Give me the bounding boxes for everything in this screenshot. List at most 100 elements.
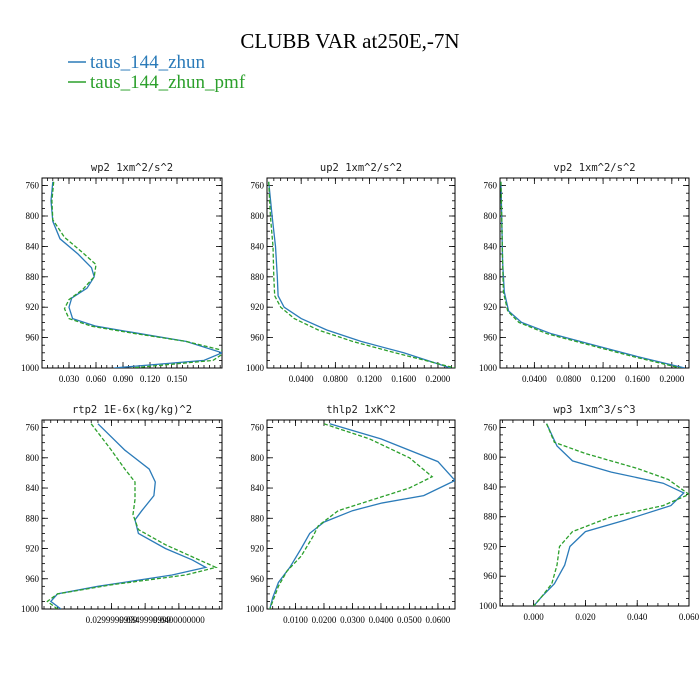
y-tick-label: 760	[484, 422, 498, 432]
y-tick-label: 1000	[479, 363, 498, 373]
series-line-1	[49, 423, 208, 609]
y-tick-label: 960	[26, 574, 40, 584]
x-tick-label: 0.060	[679, 612, 700, 622]
legend-label-1: taus_144_zhun	[90, 52, 206, 73]
y-tick-label: 840	[26, 483, 40, 493]
y-tick-label: 880	[484, 272, 498, 282]
y-tick-label: 760	[26, 423, 40, 433]
series-line-2	[51, 181, 222, 368]
series-line-1	[50, 181, 222, 368]
x-tick-label: 0.030	[59, 374, 80, 384]
x-tick-label: 0.090	[113, 374, 134, 384]
legend-entry-1: taus_144_zhun	[68, 52, 206, 73]
y-tick-label: 880	[251, 513, 265, 523]
panel-4: rtp2 1E-6x(kg/kg)^2 0.02999999990.0349999…	[21, 404, 223, 625]
y-tick-label: 920	[251, 544, 265, 554]
y-tick-label: 960	[26, 333, 40, 343]
panel-title: thlp2 1xK^2	[326, 404, 396, 416]
plot-frame	[266, 177, 456, 369]
x-tick-label: 0.0800	[323, 374, 348, 384]
panel-title: up2 1xm^2/s^2	[320, 162, 402, 174]
x-tick-label: 0.1200	[591, 374, 616, 384]
panel-3: vp2 1xm^2/s^2 0.0400 0.0800 0.1200 0.1600 0.2…	[479, 162, 690, 384]
x-tick-label: 0.040	[627, 612, 648, 622]
y-tick-label: 760	[484, 181, 498, 191]
y-tick-label: 840	[484, 482, 498, 492]
x-tick-label: 0.0800	[556, 374, 581, 384]
series-line-2	[46, 423, 218, 609]
panel-title: wp3 1xm^3/s^3	[553, 404, 635, 416]
panel-6: wp3 1xm^3/s^3 0.000 0.020 0.040 0.060 760 800 8…	[479, 404, 700, 622]
y-tick-label: 960	[251, 574, 265, 584]
x-tick-label: 0.060	[86, 374, 107, 384]
x-tick-label: 0.000	[524, 612, 545, 622]
y-tick-label: 960	[251, 333, 265, 343]
x-tick-label: 0.1600	[625, 374, 650, 384]
plot-frame	[41, 177, 223, 369]
y-tick-label: 800	[26, 211, 40, 221]
figure-title: CLUBB VAR at250E,-7N	[240, 29, 459, 53]
y-tick-label: 960	[484, 333, 498, 343]
series-line-2	[269, 423, 434, 609]
y-tick-label: 800	[251, 453, 265, 463]
series-line-1	[268, 181, 451, 368]
y-tick-label: 960	[484, 571, 498, 581]
x-tick-label: 0.0500	[397, 615, 422, 625]
plot-frame	[499, 177, 690, 369]
x-tick-label: 0.0600	[426, 615, 451, 625]
y-tick-label: 1000	[21, 604, 40, 614]
y-tick-label: 1000	[479, 601, 498, 611]
y-tick-label: 760	[26, 181, 40, 191]
y-tick-label: 840	[251, 483, 265, 493]
y-tick-label: 920	[26, 544, 40, 554]
series-line-2	[500, 181, 681, 368]
y-tick-label: 880	[251, 272, 265, 282]
legend-entry-2: taus_144_zhun_pmf	[68, 72, 246, 93]
y-tick-label: 760	[251, 181, 265, 191]
y-tick-label: 880	[484, 512, 498, 522]
series-line-1	[500, 181, 685, 368]
y-tick-label: 800	[484, 211, 498, 221]
panel-title: rtp2 1E-6x(kg/kg)^2	[72, 404, 192, 416]
y-tick-label: 920	[251, 302, 265, 312]
y-tick-label: 920	[484, 302, 498, 312]
series-line-2	[268, 181, 455, 368]
plot-frame	[499, 419, 690, 607]
y-tick-label: 920	[26, 302, 40, 312]
panel-title: vp2 1xm^2/s^2	[553, 162, 635, 174]
y-tick-label: 840	[251, 241, 265, 251]
x-tick-label: 0.0400000000	[153, 615, 205, 625]
panel-5: thlp2 1xK^2 0.0100 0.0200 0.0300 0.0400 0.050…	[246, 404, 456, 625]
x-tick-label: 0.1600	[391, 374, 416, 384]
y-tick-label: 800	[251, 211, 265, 221]
x-tick-label: 0.0300	[340, 615, 365, 625]
x-tick-label: 0.1200	[357, 374, 382, 384]
x-tick-label: 0.0299999999	[86, 615, 138, 625]
panel-grid: wp2 1xm^2/s^2 0.030 0.060 0.090 0.120 0.150 76…	[21, 162, 700, 625]
legend-label-2: taus_144_zhun_pmf	[90, 72, 246, 93]
x-tick-label: 0.0400	[369, 615, 394, 625]
y-tick-label: 840	[484, 241, 498, 251]
plot-frame	[266, 419, 456, 610]
y-tick-label: 840	[26, 241, 40, 251]
y-tick-label: 800	[484, 452, 498, 462]
y-tick-label: 1000	[246, 604, 265, 614]
y-tick-label: 880	[26, 513, 40, 523]
panel-title: wp2 1xm^2/s^2	[91, 162, 173, 174]
legend: taus_144_zhun taus_144_zhun_pmf	[68, 52, 246, 93]
x-tick-label: 0.020	[575, 612, 596, 622]
y-tick-label: 1000	[21, 363, 40, 373]
x-tick-label: 0.2000	[659, 374, 684, 384]
panel-1: wp2 1xm^2/s^2 0.030 0.060 0.090 0.120 0.150 76…	[21, 162, 223, 384]
x-tick-label: 0.2000	[426, 374, 451, 384]
y-tick-label: 760	[251, 423, 265, 433]
y-tick-label: 1000	[246, 363, 265, 373]
x-tick-label: 0.0349999999	[119, 615, 171, 625]
series-line-1	[269, 423, 455, 609]
x-tick-label: 0.0100	[283, 615, 308, 625]
x-tick-label: 0.0200	[312, 615, 337, 625]
y-tick-label: 880	[26, 272, 40, 282]
series-line-2	[533, 423, 689, 606]
x-tick-label: 0.150	[167, 374, 188, 384]
